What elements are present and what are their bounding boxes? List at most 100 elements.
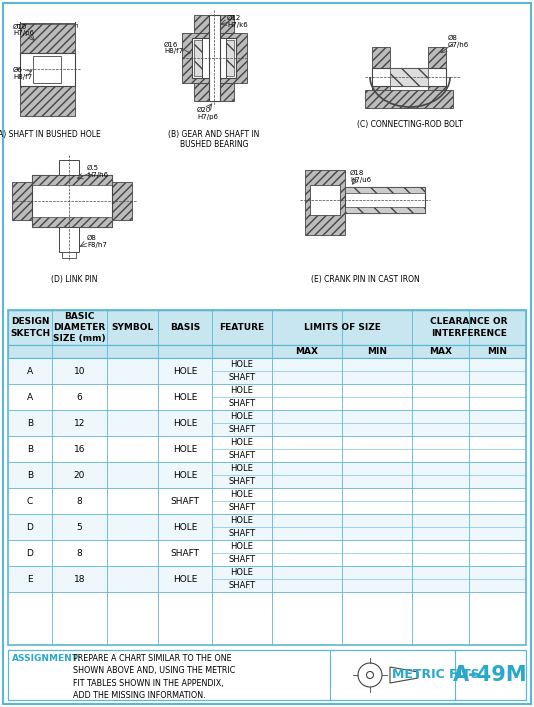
Text: 12: 12 <box>74 419 85 428</box>
Bar <box>194 83 234 101</box>
Bar <box>345 187 425 193</box>
Bar <box>20 23 75 53</box>
Text: Ø16
H8/f7: Ø16 H8/f7 <box>164 42 183 54</box>
Text: HOLE: HOLE <box>231 516 254 525</box>
Text: DESIGN
SKETCH: DESIGN SKETCH <box>10 317 50 337</box>
Text: BASIS: BASIS <box>170 323 200 332</box>
Text: SHAFT: SHAFT <box>229 399 256 408</box>
Bar <box>8 650 526 700</box>
Text: LIMITS OF SIZE: LIMITS OF SIZE <box>303 323 380 332</box>
Text: (D) LINK PIN: (D) LINK PIN <box>51 275 97 284</box>
Text: HOLE: HOLE <box>231 568 254 577</box>
Text: A-49M: A-49M <box>453 665 527 685</box>
Text: HOLE: HOLE <box>231 386 254 395</box>
Text: 18: 18 <box>74 575 85 583</box>
Text: HOLE: HOLE <box>173 392 197 402</box>
Bar <box>209 15 220 101</box>
Text: A: A <box>27 366 33 375</box>
Bar <box>40 53 55 65</box>
Polygon shape <box>390 667 418 683</box>
Text: 10: 10 <box>74 366 85 375</box>
Text: HOLE: HOLE <box>231 490 254 499</box>
Text: CLEARANCE OR
INTERFERENCE: CLEARANCE OR INTERFERENCE <box>430 317 508 337</box>
Text: MIN: MIN <box>367 347 387 356</box>
Text: Ø6
H8/f7: Ø6 H8/f7 <box>13 66 32 79</box>
Bar <box>8 462 526 488</box>
Bar <box>8 384 526 410</box>
Text: HOLE: HOLE <box>173 419 197 428</box>
Bar <box>345 187 425 213</box>
Bar <box>8 310 526 345</box>
Bar <box>310 185 340 215</box>
Bar <box>372 68 446 86</box>
Bar <box>62 252 76 258</box>
Text: Ø8
G7/h6: Ø8 G7/h6 <box>448 35 469 48</box>
Text: SHAFT: SHAFT <box>229 555 256 564</box>
Bar <box>8 514 526 540</box>
Bar <box>112 182 132 220</box>
Text: Ø10
H7/p6: Ø10 H7/p6 <box>13 23 34 37</box>
Bar <box>32 217 112 227</box>
Text: Ø.5
H7/h6: Ø.5 H7/h6 <box>87 165 108 178</box>
Text: SHAFT: SHAFT <box>229 581 256 590</box>
Bar <box>428 47 446 95</box>
Bar <box>194 40 234 76</box>
Text: Ø8
F8/h7: Ø8 F8/h7 <box>87 235 107 248</box>
Text: HOLE: HOLE <box>231 438 254 447</box>
Text: D: D <box>27 522 34 532</box>
Text: PREPARE A CHART SIMILAR TO THE ONE
SHOWN ABOVE AND, USING THE METRIC
FIT TABLES : PREPARE A CHART SIMILAR TO THE ONE SHOWN… <box>73 654 235 701</box>
Circle shape <box>358 663 382 687</box>
Bar <box>305 170 345 235</box>
Text: (C) CONNECTING-ROD BOLT: (C) CONNECTING-ROD BOLT <box>357 120 463 129</box>
Bar <box>20 53 75 86</box>
Text: HOLE: HOLE <box>231 464 254 473</box>
Text: MAX: MAX <box>295 347 318 356</box>
Text: A: A <box>27 392 33 402</box>
Bar <box>8 358 526 384</box>
Text: HOLE: HOLE <box>173 470 197 479</box>
Text: Ø18
H7/u6: Ø18 H7/u6 <box>350 170 371 183</box>
Text: HOLE: HOLE <box>173 575 197 583</box>
Text: SHAFT: SHAFT <box>229 529 256 538</box>
Bar <box>33 56 61 83</box>
Text: D: D <box>27 549 34 558</box>
Text: HOLE: HOLE <box>231 360 254 369</box>
Text: 8: 8 <box>76 496 82 506</box>
Text: 5: 5 <box>76 522 82 532</box>
Text: 16: 16 <box>74 445 85 453</box>
Text: (B) GEAR AND SHAFT IN
BUSHED BEARING: (B) GEAR AND SHAFT IN BUSHED BEARING <box>168 130 260 149</box>
Bar <box>372 47 390 95</box>
Text: C: C <box>27 496 33 506</box>
Text: 8: 8 <box>76 549 82 558</box>
Text: SHAFT: SHAFT <box>229 503 256 512</box>
Bar <box>182 33 247 83</box>
Bar <box>390 68 428 86</box>
Text: HOLE: HOLE <box>173 445 197 453</box>
Text: SHAFT: SHAFT <box>229 451 256 460</box>
Bar <box>32 175 112 227</box>
Text: HOLE: HOLE <box>231 542 254 551</box>
Text: BASIC
DIAMETER
SIZE (mm): BASIC DIAMETER SIZE (mm) <box>53 312 106 343</box>
Text: HOLE: HOLE <box>231 412 254 421</box>
Text: FEATURE: FEATURE <box>219 323 264 332</box>
Text: METRIC FITS: METRIC FITS <box>392 669 480 682</box>
Text: HOLE: HOLE <box>173 522 197 532</box>
Text: MAX: MAX <box>429 347 452 356</box>
Bar <box>8 410 526 436</box>
Text: SHAFT: SHAFT <box>229 373 256 382</box>
Bar <box>59 227 79 252</box>
Bar <box>8 566 526 592</box>
Text: 20: 20 <box>74 470 85 479</box>
Bar <box>32 175 112 185</box>
Text: Ø20
H7/p6: Ø20 H7/p6 <box>197 107 218 120</box>
Text: SYMBOL: SYMBOL <box>112 323 154 332</box>
Text: B: B <box>27 470 33 479</box>
Bar <box>8 540 526 566</box>
Bar <box>8 436 526 462</box>
Text: SHAFT: SHAFT <box>170 496 200 506</box>
Text: HOLE: HOLE <box>173 366 197 375</box>
Bar <box>194 15 234 33</box>
Bar <box>12 182 32 220</box>
Bar <box>202 38 226 78</box>
Text: B: B <box>27 445 33 453</box>
